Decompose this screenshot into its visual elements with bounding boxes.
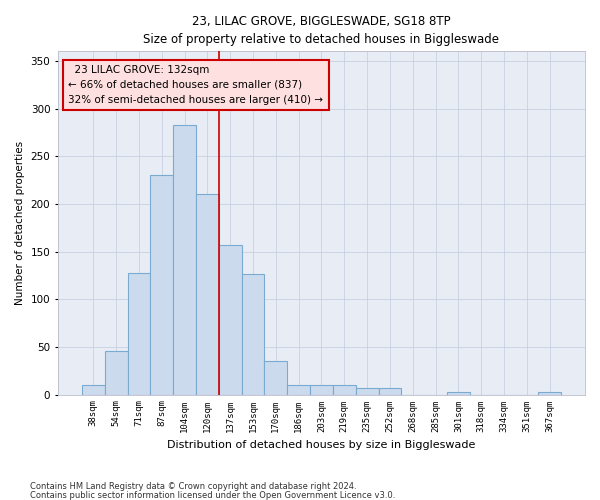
Bar — [379, 388, 401, 394]
Bar — [151, 176, 173, 394]
Text: 23 LILAC GROVE: 132sqm
← 66% of detached houses are smaller (837)
32% of semi-de: 23 LILAC GROVE: 132sqm ← 66% of detached… — [68, 65, 323, 104]
Bar — [310, 385, 333, 394]
Bar — [333, 385, 356, 394]
Bar — [128, 274, 151, 394]
Bar — [447, 392, 470, 394]
Bar — [242, 274, 265, 394]
Bar — [196, 194, 219, 394]
Bar — [173, 124, 196, 394]
X-axis label: Distribution of detached houses by size in Biggleswade: Distribution of detached houses by size … — [167, 440, 476, 450]
Bar — [219, 245, 242, 394]
Bar — [105, 350, 128, 395]
Text: Contains HM Land Registry data © Crown copyright and database right 2024.: Contains HM Land Registry data © Crown c… — [30, 482, 356, 491]
Y-axis label: Number of detached properties: Number of detached properties — [15, 141, 25, 305]
Title: 23, LILAC GROVE, BIGGLESWADE, SG18 8TP
Size of property relative to detached hou: 23, LILAC GROVE, BIGGLESWADE, SG18 8TP S… — [143, 15, 499, 46]
Bar — [82, 385, 105, 394]
Bar — [287, 385, 310, 394]
Text: Contains public sector information licensed under the Open Government Licence v3: Contains public sector information licen… — [30, 490, 395, 500]
Bar — [538, 392, 561, 394]
Bar — [265, 361, 287, 394]
Bar — [356, 388, 379, 394]
